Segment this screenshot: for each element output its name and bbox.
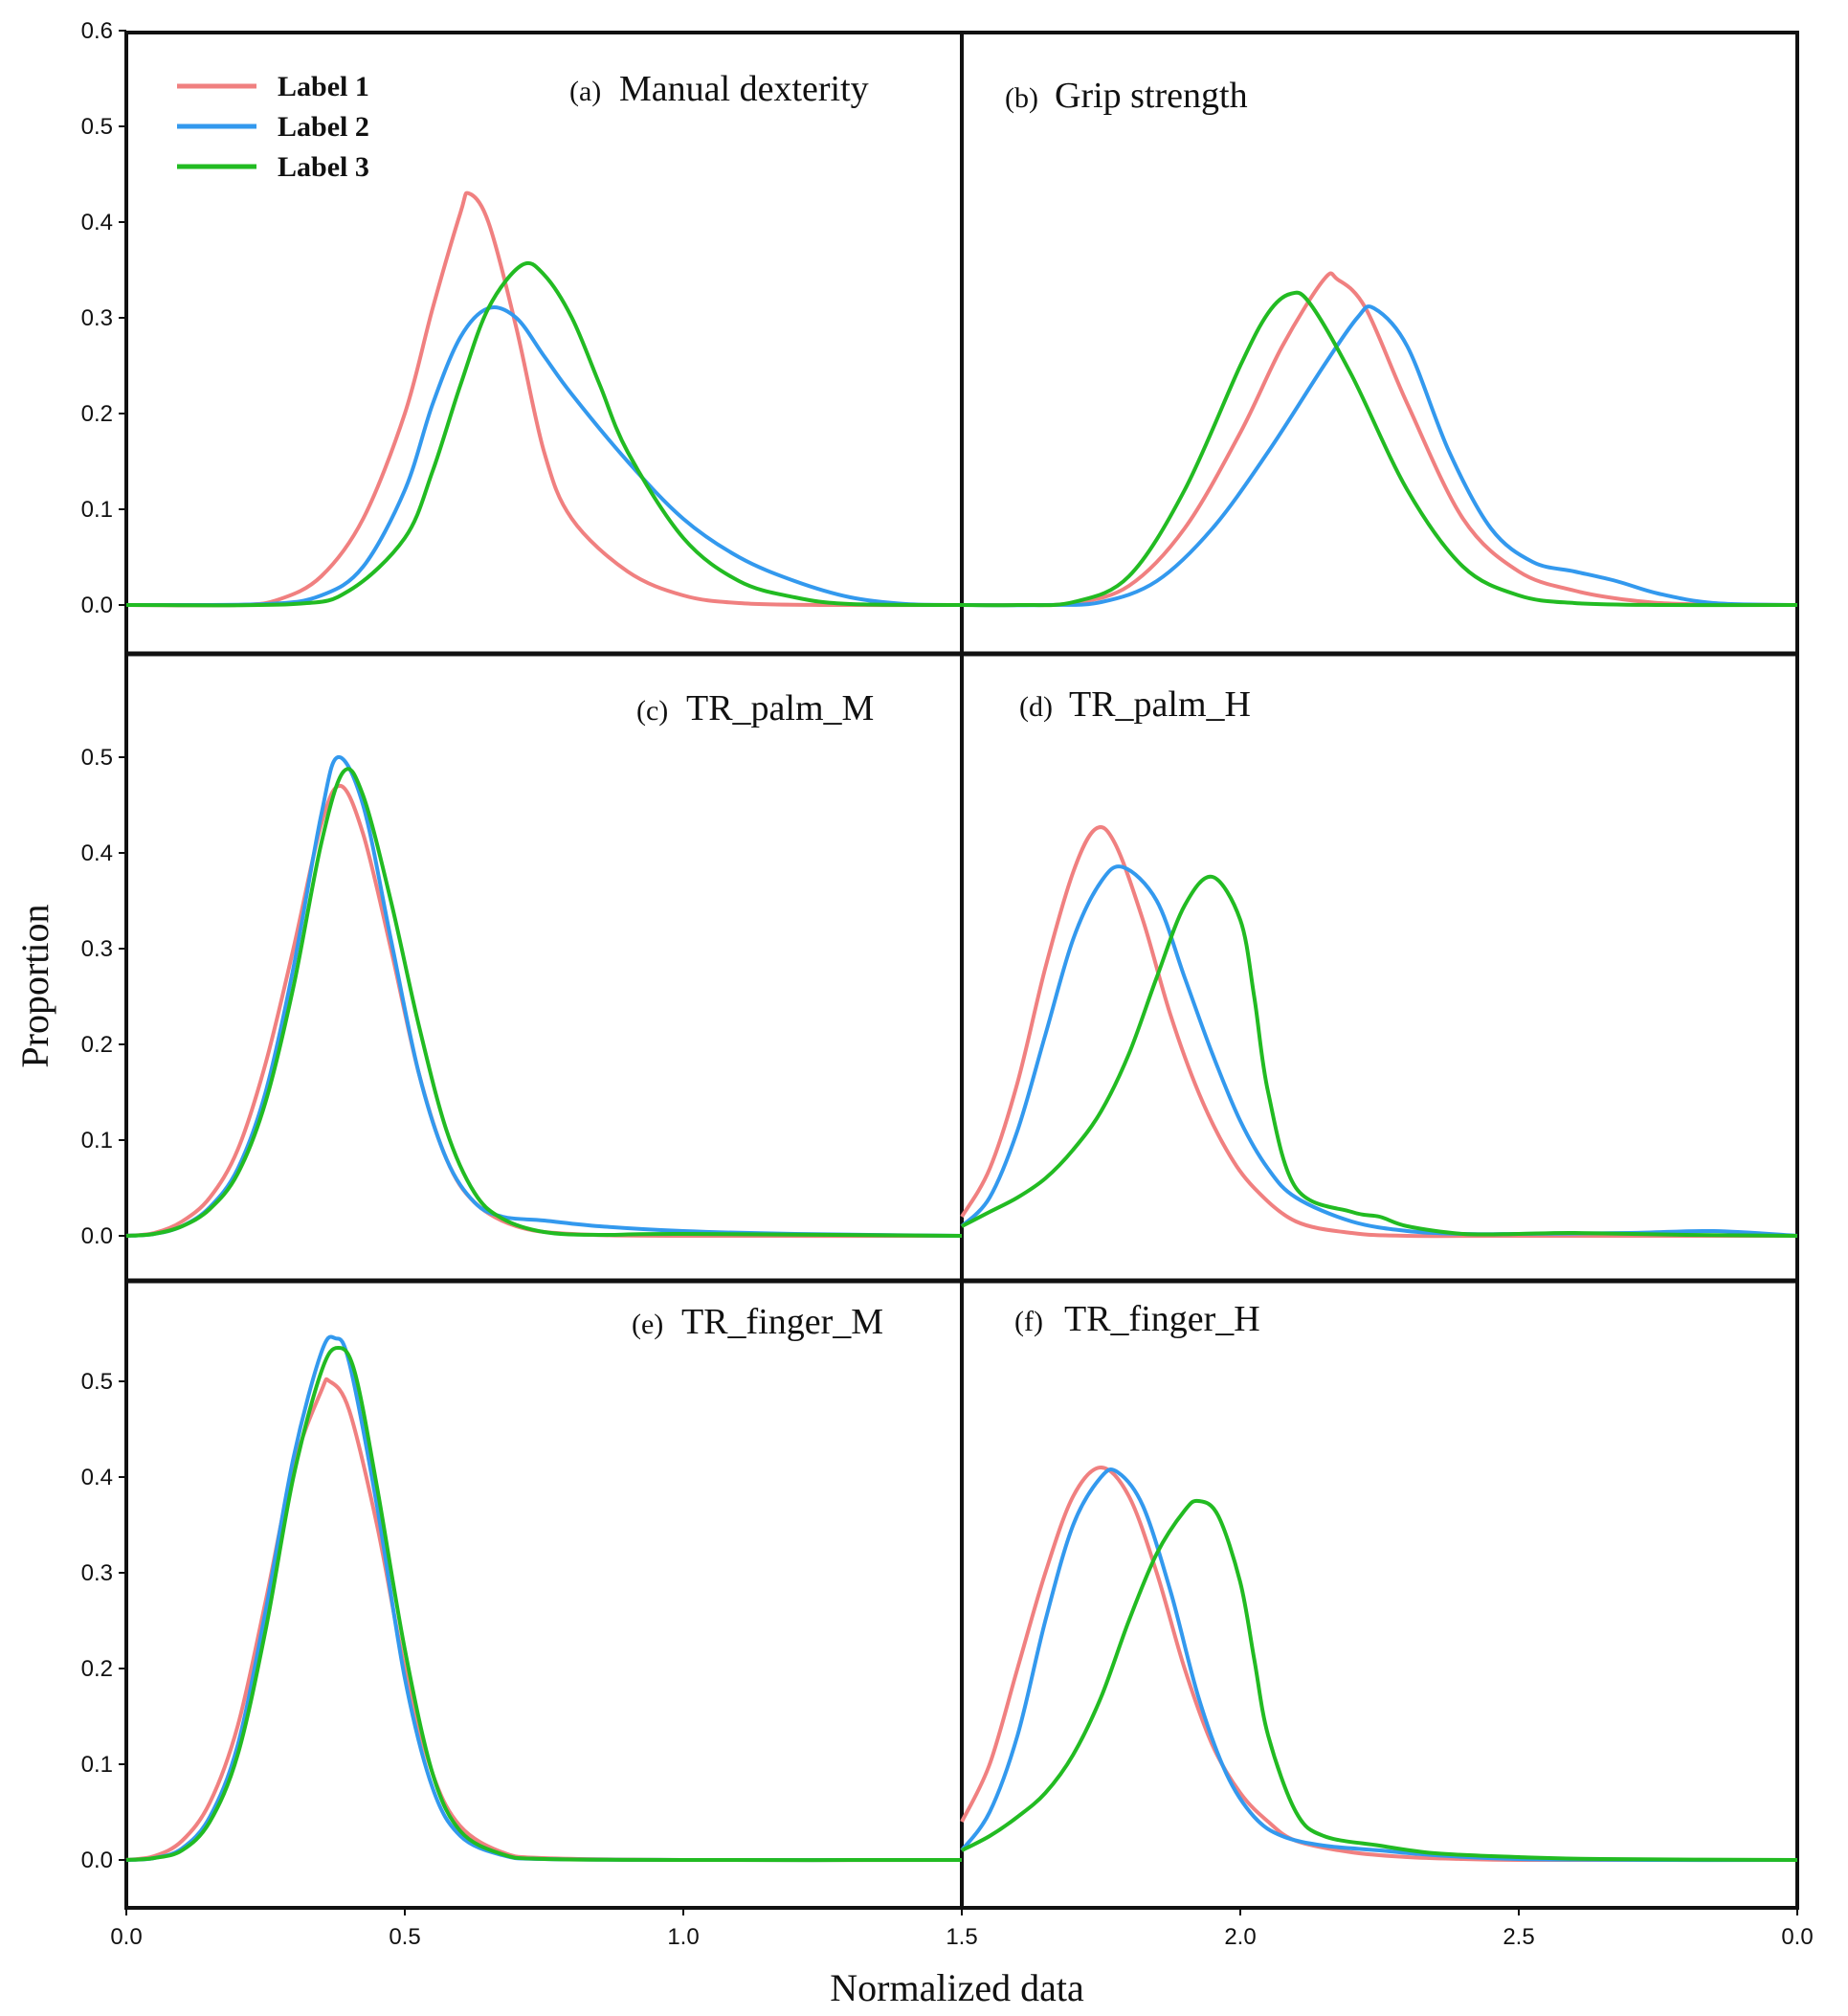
panel-frames (124, 31, 1799, 1910)
x-axis-title: Normalized data (830, 1966, 1084, 2009)
y-tick-label: 0.3 (81, 936, 113, 962)
y-tick-label: 0.1 (81, 1128, 113, 1154)
curve-d-label-1 (960, 825, 1797, 1239)
curve-e-label-1 (125, 1377, 963, 1863)
panel-letter-b: (b) (1005, 82, 1038, 114)
panel-letter-d: (d) (1019, 691, 1053, 723)
y-tick-label: 0.6 (81, 18, 113, 44)
y-tick-label: 0.0 (81, 1223, 113, 1249)
curve-e-label-2 (125, 1334, 963, 1863)
y-tick-label: 0.5 (81, 1369, 113, 1395)
panel-titles: (a) Manual dexterity (b) Grip strength (c) TR… (569, 69, 1260, 1342)
legend-label: Label 2 (278, 111, 369, 143)
y-tick-label: 0.4 (81, 840, 113, 866)
curve-a-label-2 (125, 305, 963, 608)
legend: Label 1 Label 2 Label 3 (177, 71, 369, 183)
x-tick-label: 1.5 (946, 1924, 977, 1950)
x-tick-label: 2.5 (1503, 1924, 1534, 1950)
y-axis-ticks: 0.0 0.1 0.2 0.3 0.4 0.5 0.6 0.0 0.1 0.2 0.3 0.4 0.5 0… (81, 18, 126, 1873)
y-tick-label: 0.2 (81, 401, 113, 427)
curve-f-label-2 (960, 1467, 1798, 1863)
curve-b-label-1 (961, 271, 1798, 608)
curve-d-label-3 (961, 874, 1798, 1238)
x-tick-label: 1.0 (667, 1924, 699, 1950)
y-tick-label: 0.5 (81, 745, 113, 771)
panel-letter-f: (f) (1014, 1306, 1043, 1337)
curve-c-label-3 (125, 767, 963, 1238)
y-tick-label: 0.0 (81, 593, 113, 618)
y-tick-label: 0.0 (81, 1848, 113, 1873)
curve-a-label-3 (125, 260, 963, 608)
y-tick-label: 0.5 (81, 114, 113, 140)
panel-letter-a: (a) (569, 76, 601, 107)
y-tick-label: 0.4 (81, 1465, 113, 1490)
curve-b-label-2 (961, 304, 1798, 608)
curve-c-label-2 (125, 755, 963, 1238)
y-tick-label: 0.1 (81, 1752, 113, 1778)
curve-c-label-1 (125, 783, 963, 1239)
density-curves (125, 190, 1798, 1863)
y-axis-title: Proportion (13, 904, 56, 1067)
y-tick-label: 0.3 (81, 305, 113, 331)
legend-label: Label 1 (278, 71, 369, 102)
curve-e-label-3 (125, 1346, 963, 1863)
curve-d-label-2 (960, 864, 1798, 1238)
curve-a-label-1 (125, 190, 963, 608)
panel-title-e: TR_finger_M (681, 1302, 883, 1342)
x-tick-label: 0.5 (389, 1924, 420, 1950)
panel-letter-e: (e) (632, 1309, 663, 1340)
panel-title-c: TR_palm_M (686, 688, 874, 728)
y-tick-label: 0.1 (81, 497, 113, 523)
y-tick-label: 0.2 (81, 1032, 113, 1058)
panel-title-f: TR_finger_H (1064, 1299, 1260, 1339)
curve-f-label-1 (960, 1466, 1797, 1863)
y-tick-label: 0.4 (81, 210, 113, 235)
legend-label: Label 3 (278, 151, 369, 183)
y-tick-label: 0.2 (81, 1656, 113, 1682)
panel-title-b: Grip strength (1055, 76, 1248, 116)
curve-f-label-3 (961, 1498, 1798, 1862)
y-tick-label: 0.3 (81, 1560, 113, 1586)
x-tick-label: 0.0 (1781, 1924, 1813, 1950)
x-tick-label: 2.0 (1224, 1924, 1256, 1950)
x-axis-ticks: 0.00.51.01.52.02.50.00.51.01.52.02.53.0 (110, 1908, 1814, 1950)
panel-title-a: Manual dexterity (619, 69, 869, 109)
panel-title-d: TR_palm_H (1069, 684, 1251, 725)
curve-b-label-3 (961, 290, 1798, 608)
panel-letter-c: (c) (636, 695, 668, 727)
x-tick-label: 0.0 (110, 1924, 142, 1950)
